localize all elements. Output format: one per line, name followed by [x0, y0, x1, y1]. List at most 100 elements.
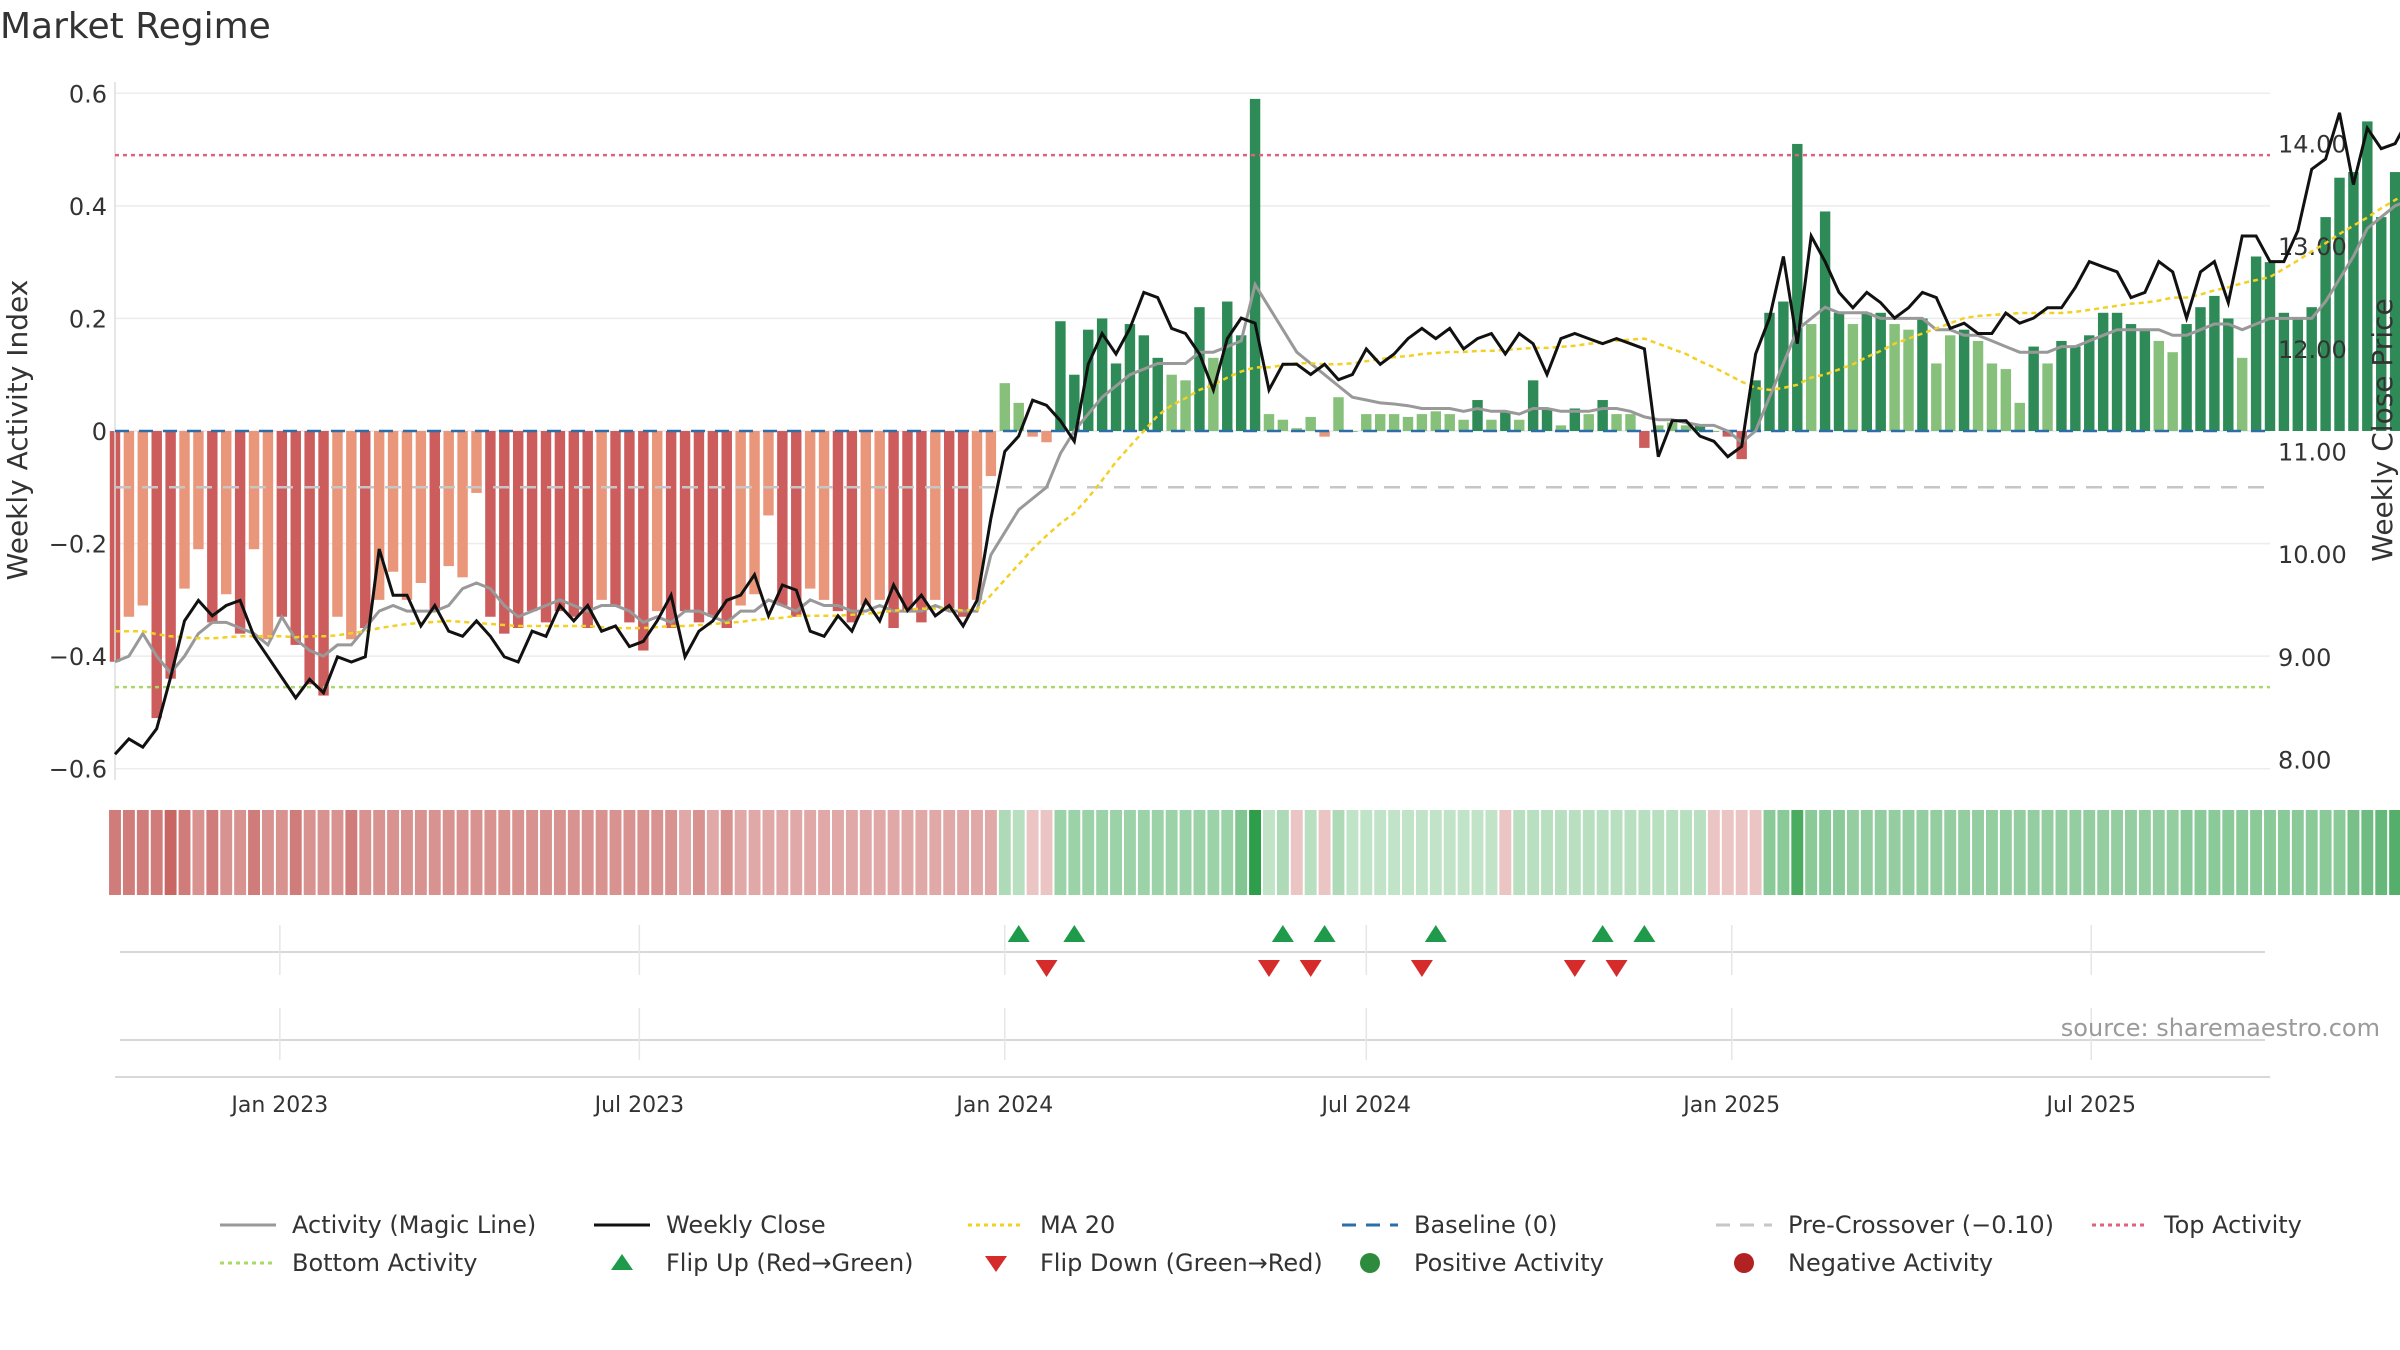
regime-strip-cell: [1541, 810, 1553, 895]
regime-strip-cell: [734, 810, 747, 895]
regime-strip-cell: [1624, 810, 1637, 895]
activity-bar: [165, 431, 176, 679]
activity-bar: [1625, 414, 1636, 431]
regime-strip-cell: [2277, 810, 2290, 895]
activity-bar: [2278, 312, 2290, 431]
regime-strip-cell: [1805, 810, 1818, 895]
activity-bar: [2084, 335, 2095, 431]
regime-strip-cell: [109, 810, 121, 895]
x-tick-label: Jul 2023: [593, 1093, 685, 1118]
regime-strip-cell: [804, 810, 817, 895]
y-tick-left: 0: [92, 418, 107, 446]
regime-strip-cell: [651, 810, 664, 895]
flip-markers: [120, 925, 2265, 1041]
activity-bar: [2195, 307, 2206, 431]
regime-strip-cell: [2250, 810, 2263, 895]
legend-line-swatch: [594, 1223, 650, 1227]
regime-strip-cell: [1096, 810, 1109, 895]
activity-bar: [679, 431, 691, 612]
regime-strip-cell: [1249, 810, 1262, 895]
activity-bar: [2000, 369, 2012, 431]
activity-bar: [332, 431, 343, 617]
activity-bar: [888, 431, 899, 629]
regime-strip-cell: [498, 810, 511, 895]
activity-bar: [1541, 408, 1553, 431]
x-axis: Jan 2023 Jul 2023 Jan 2024 Jul 2024 Jan 2025…: [115, 925, 2270, 1118]
magic-line-series: [114, 202, 2400, 676]
flip-up-marker: [1271, 925, 1294, 942]
regime-strip-cell: [1680, 810, 1693, 895]
activity-bar: [943, 431, 955, 612]
activity-bar: [2334, 177, 2345, 431]
regime-strip-cell: [929, 810, 942, 895]
legend-line-swatch: [220, 1261, 276, 1265]
regime-strip-cell: [248, 810, 260, 895]
regime-strip-cell: [2069, 810, 2082, 895]
legend-label: Flip Up (Red→Green): [666, 1249, 914, 1277]
regime-strip-cell: [136, 810, 149, 895]
regime-strip-cell: [2208, 810, 2221, 895]
activity-bar: [387, 431, 399, 572]
x-tick-label: Jul 2024: [1320, 1093, 1412, 1118]
flip-up-marker: [1591, 925, 1614, 942]
activity-bar: [874, 431, 885, 600]
activity-bar: [1514, 419, 1525, 431]
regime-strip-cell: [1388, 810, 1401, 895]
legend-label: Activity (Magic Line): [292, 1211, 537, 1239]
regime-strip-cell: [220, 810, 233, 895]
activity-bar: [2181, 324, 2192, 431]
regime-strip-cell: [1888, 810, 1901, 895]
flip-down-marker: [1563, 960, 1586, 977]
regime-strip-cell: [303, 810, 316, 895]
regime-strip-cell: [679, 810, 691, 895]
regime-strip-cell: [873, 810, 886, 895]
activity-bar: [1194, 307, 1205, 431]
activity-bar: [652, 431, 663, 612]
activity-bar: [1305, 416, 1316, 431]
regime-strip-cell: [289, 810, 302, 895]
legend-label: Negative Activity: [1788, 1249, 1994, 1277]
activity-bar: [1972, 340, 1984, 431]
legend-line-swatch: [1716, 1223, 1772, 1227]
regime-strip-cell: [2111, 810, 2124, 895]
flip-down-marker: [1035, 960, 1058, 977]
activity-bar: [1374, 414, 1386, 431]
regime-strip-cell: [178, 810, 191, 895]
regime-strip-cell: [1402, 810, 1414, 895]
activity-bar: [1486, 419, 1497, 431]
y-tick-left: −0.6: [49, 756, 107, 784]
activity-bar: [2111, 312, 2123, 431]
regime-strip-cell: [2291, 810, 2304, 895]
legend-line-swatch: [1342, 1223, 1398, 1227]
activity-bar: [1152, 357, 1163, 431]
activity-bar: [1555, 425, 1567, 431]
activity-bar: [1847, 324, 1859, 431]
market-regime-chart: 0.60.40.20−0.2−0.4−0.614.0013.0012.0011.…: [1, 80, 2400, 1118]
activity-bar: [1361, 414, 1372, 431]
activity-bar: [429, 431, 440, 612]
regime-strip-cell: [1735, 810, 1748, 895]
activity-bar: [707, 431, 719, 617]
y-tick-left: 0.6: [69, 80, 107, 108]
activity-bar: [1875, 312, 1886, 431]
regime-strip-cell: [2027, 810, 2040, 895]
regime-strip-cell: [887, 810, 900, 895]
legend-item: Positive Activity: [1340, 1243, 1604, 1283]
activity-bar: [1833, 312, 1845, 431]
regime-strip-cell: [1123, 810, 1136, 895]
y-axis-label-right: Weekly Close Price: [2366, 298, 2399, 561]
activity-bar: [1430, 411, 1442, 431]
regime-strip-cell: [2361, 810, 2374, 895]
activity-bar: [1333, 397, 1344, 431]
activity-bar: [401, 431, 413, 600]
regime-strip-cell: [1777, 810, 1790, 895]
regime-strip-cell: [206, 810, 219, 895]
regime-strip-cell: [859, 810, 872, 895]
activity-bar: [1096, 318, 1108, 431]
reference-lines: [115, 153, 2270, 689]
regime-strip-cell: [442, 810, 455, 895]
regime-strip-cell: [1666, 810, 1679, 895]
y-tick-right: 11.00: [2278, 439, 2347, 467]
activity-bar: [2014, 402, 2025, 431]
regime-strip-cell: [1833, 810, 1845, 895]
